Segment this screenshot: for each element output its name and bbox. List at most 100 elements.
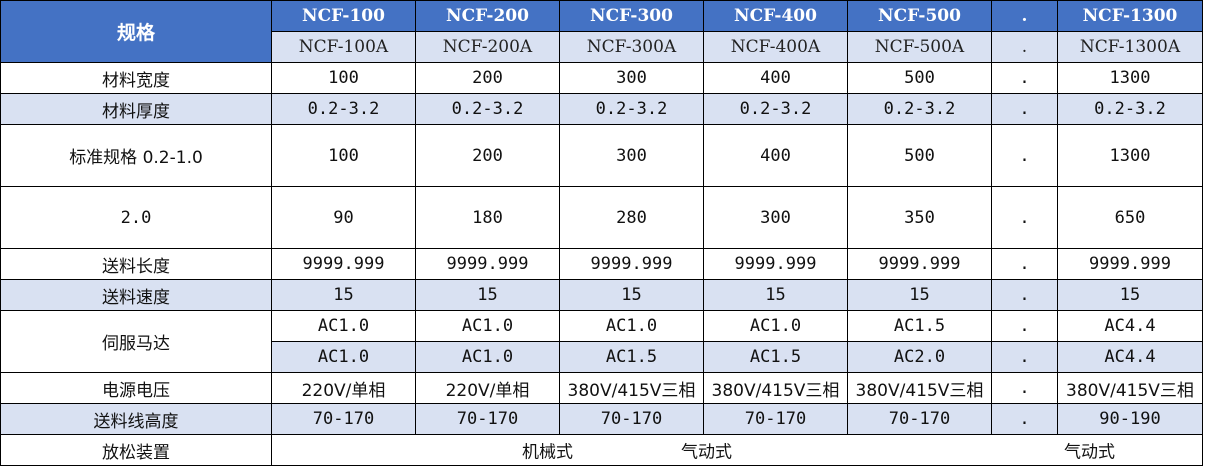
cell-value: 70-170 xyxy=(703,403,848,435)
model-a-header: . xyxy=(991,31,1058,63)
model-header: NCF-1300 xyxy=(1057,0,1203,32)
row-label: 伺服马达 xyxy=(0,310,272,373)
row-label: 材料厚度 xyxy=(0,93,272,125)
row-label: 送料长度 xyxy=(0,248,272,280)
cell-value: 90-190 xyxy=(1057,403,1203,435)
cell-value: 300 xyxy=(559,62,704,94)
model-a-header: NCF-400A xyxy=(703,31,848,63)
cell-value: AC1.0 xyxy=(703,310,848,342)
cell-value: 9999.999 xyxy=(559,248,704,280)
cell-value: AC1.5 xyxy=(703,341,848,373)
cell-value: 1300 xyxy=(1057,124,1203,187)
cell-value: 9999.999 xyxy=(847,248,992,280)
relief-mechanical: 机械式 xyxy=(522,442,573,463)
model-header: NCF-100 xyxy=(271,0,416,32)
cell-value: 280 xyxy=(559,186,704,249)
cell-value: 9999.999 xyxy=(1057,248,1203,280)
cell-value: AC1.0 xyxy=(271,310,416,342)
cell-value: AC4.4 xyxy=(1057,341,1203,373)
cell-value: 350 xyxy=(847,186,992,249)
model-a-header: NCF-200A xyxy=(415,31,560,63)
model-a-header: NCF-1300A xyxy=(1057,31,1203,63)
model-a-header: NCF-100A xyxy=(271,31,416,63)
cell-value: 70-170 xyxy=(847,403,992,435)
cell-value: 180 xyxy=(415,186,560,249)
cell-value: 380V/415V三相 xyxy=(559,372,704,404)
row-label: 2.0 xyxy=(0,186,272,249)
cell-value: 70-170 xyxy=(415,403,560,435)
model-header: NCF-200 xyxy=(415,0,560,32)
model-a-header: NCF-500A xyxy=(847,31,992,63)
cell-value: AC1.0 xyxy=(559,310,704,342)
cell-value: 15 xyxy=(559,279,704,311)
cell-value: 90 xyxy=(271,186,416,249)
cell-value: 0.2-3.2 xyxy=(847,93,992,125)
cell-value: 380V/415V三相 xyxy=(703,372,848,404)
model-header: . xyxy=(991,0,1058,32)
row-label: 送料线高度 xyxy=(0,403,272,435)
cell-value: 650 xyxy=(1057,186,1203,249)
row-label: 材料宽度 xyxy=(0,62,272,94)
cell-value: 70-170 xyxy=(559,403,704,435)
cell-value: AC1.5 xyxy=(847,310,992,342)
cell-value: 500 xyxy=(847,62,992,94)
relief-pneumatic-2: 气动式 xyxy=(1064,442,1115,463)
cell-value: 9999.999 xyxy=(271,248,416,280)
cell-value: AC1.0 xyxy=(415,341,560,373)
cell-value: 300 xyxy=(703,186,848,249)
cell-value: 100 xyxy=(271,124,416,187)
cell-value: 15 xyxy=(847,279,992,311)
row-feed-speed: 送料速度 15 15 15 15 15 . 15 xyxy=(0,279,1203,311)
cell-value: 15 xyxy=(703,279,848,311)
cell-value: 500 xyxy=(847,124,992,187)
cell-value: 0.2-3.2 xyxy=(415,93,560,125)
cell-value: 1300 xyxy=(1057,62,1203,94)
row-label: 标准规格 0.2-1.0 xyxy=(0,124,272,187)
row-label: 电源电压 xyxy=(0,372,272,404)
cell-value: 380V/415V三相 xyxy=(847,372,992,404)
cell-value: 0.2-3.2 xyxy=(559,93,704,125)
cell-value: AC4.4 xyxy=(1057,310,1203,342)
cell-value: . xyxy=(991,403,1058,435)
row-power-voltage: 电源电压 220V/单相 220V/单相 380V/415V三相 380V/41… xyxy=(0,372,1203,404)
cell-value: 400 xyxy=(703,124,848,187)
cell-value: 200 xyxy=(415,124,560,187)
cell-value: . xyxy=(991,186,1058,249)
row-material-width: 材料宽度 100 200 300 400 500 . 1300 xyxy=(0,62,1203,94)
cell-value: 15 xyxy=(271,279,416,311)
cell-value: . xyxy=(991,372,1058,404)
row-standard-spec: 标准规格 0.2-1.0 100 200 300 400 500 . 1300 xyxy=(0,124,1203,187)
model-header: NCF-400 xyxy=(703,0,848,32)
cell-value: 15 xyxy=(415,279,560,311)
cell-value: . xyxy=(991,124,1058,187)
cell-value: AC1.0 xyxy=(415,310,560,342)
model-a-header: NCF-300A xyxy=(559,31,704,63)
cell-value: 380V/415V三相 xyxy=(1057,372,1203,404)
cell-value: AC2.0 xyxy=(847,341,992,373)
row-label: 送料速度 xyxy=(0,279,272,311)
relief-pneumatic: 气动式 xyxy=(681,442,732,463)
cell-value: 15 xyxy=(1057,279,1203,311)
cell-value: 400 xyxy=(703,62,848,94)
cell-value: . xyxy=(991,248,1058,280)
cell-value: . xyxy=(991,93,1058,125)
cell-value: 0.2-3.2 xyxy=(703,93,848,125)
cell-value: . xyxy=(991,310,1058,342)
cell-value: 70-170 xyxy=(271,403,416,435)
cell-value: AC1.5 xyxy=(559,341,704,373)
cell-value: 220V/单相 xyxy=(415,372,560,404)
cell-value: 9999.999 xyxy=(415,248,560,280)
row-material-thickness: 材料厚度 0.2-3.2 0.2-3.2 0.2-3.2 0.2-3.2 0.2… xyxy=(0,93,1203,125)
row-servo-motor-2: AC1.0 AC1.0 AC1.5 AC1.5 AC2.0 . AC4.4 xyxy=(0,341,1203,373)
row-label: 放松装置 xyxy=(0,434,272,466)
cell-value: 0.2-3.2 xyxy=(1057,93,1203,125)
cell-value: 100 xyxy=(271,62,416,94)
row-relief-device: 放松装置 机械式 气动式 气动式 xyxy=(0,434,1203,466)
row-feed-length: 送料长度 9999.999 9999.999 9999.999 9999.999… xyxy=(0,248,1203,280)
model-header: NCF-300 xyxy=(559,0,704,32)
row-servo-motor: 伺服马达 AC1.0 AC1.0 AC1.0 AC1.0 AC1.5 . AC4… xyxy=(0,310,1203,373)
relief-value-cell: 机械式 气动式 气动式 xyxy=(271,434,1203,466)
cell-value: 200 xyxy=(415,62,560,94)
cell-value: 220V/单相 xyxy=(271,372,416,404)
cell-value: . xyxy=(991,279,1058,311)
